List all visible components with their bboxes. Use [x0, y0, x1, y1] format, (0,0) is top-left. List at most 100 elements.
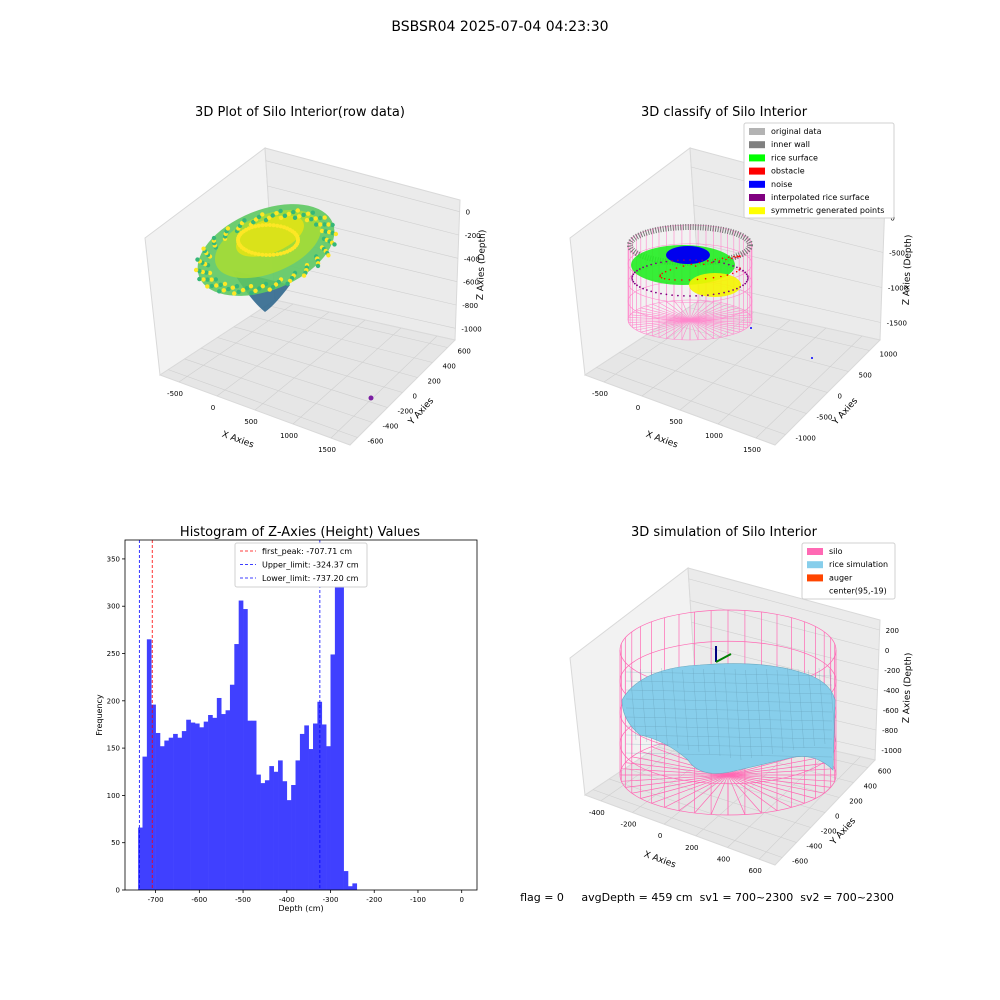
- histogram-bar: [304, 725, 309, 890]
- histogram-bar: [286, 800, 292, 890]
- classified-point: [739, 267, 741, 269]
- z-tick-label: 0: [885, 647, 889, 655]
- histogram-bar: [186, 719, 191, 890]
- z-tick-label: -800: [882, 727, 898, 735]
- classified-point: [745, 273, 748, 276]
- raw-point: [332, 242, 337, 247]
- raw-point: [263, 281, 269, 287]
- y-tick-label: 400: [864, 783, 877, 791]
- y-tick-label: 0: [835, 813, 839, 821]
- classified-point: [683, 295, 685, 297]
- legend-label: inner wall: [771, 140, 810, 149]
- legend-frame: [234, 542, 368, 588]
- y-tick-label: 400: [443, 363, 456, 371]
- raw-point: [249, 225, 254, 230]
- raw-point: [330, 222, 335, 228]
- panel-simulation-xlabel: X Axies: [642, 850, 677, 871]
- classified-point: [747, 277, 749, 279]
- classified-point: [638, 286, 641, 288]
- x-tick-label: -400: [589, 809, 605, 817]
- raw-point: [322, 222, 327, 227]
- classified-point: [660, 292, 662, 295]
- raw-point: [205, 277, 210, 282]
- histogram-ylabel: Frequency: [95, 694, 104, 736]
- grid-line: [184, 358, 373, 423]
- z-tick-label: -1000: [888, 285, 908, 293]
- classified-point: [712, 293, 715, 296]
- raw-point: [221, 288, 226, 293]
- classified-point: [738, 269, 740, 271]
- classified-point: [665, 293, 668, 296]
- histogram-bar: [155, 732, 161, 890]
- y-tick-label: 50: [111, 839, 120, 847]
- legend-swatch: [749, 194, 765, 201]
- mesh-line: [625, 743, 833, 749]
- raw-point: [260, 252, 265, 257]
- classified-point: [682, 265, 685, 267]
- y-tick-label: -200: [398, 408, 414, 416]
- mesh-line: [703, 668, 710, 755]
- z-tick-label: -400: [884, 687, 900, 695]
- classified-point: [720, 275, 722, 278]
- y-tick-label: 0: [413, 393, 417, 401]
- x-tick-label: -500: [592, 390, 608, 398]
- histogram-bar: [225, 710, 231, 890]
- raw-point: [201, 246, 206, 251]
- raw-point: [282, 225, 287, 230]
- auger-axis-y: [715, 653, 732, 663]
- classified-point: [739, 255, 741, 257]
- classified-point: [711, 261, 713, 264]
- classified-point: [742, 284, 744, 287]
- raw-point: [295, 208, 300, 213]
- raw-point: [267, 223, 272, 227]
- raw-outlier-point: [368, 395, 374, 401]
- classified-point: [690, 263, 693, 266]
- panel-classify-ticks: -500 0 500 1000 1500 1000 500 0 -500 -1000 0 -500 -1…: [592, 215, 908, 455]
- grid-line: [619, 352, 807, 414]
- grid-line: [642, 337, 828, 393]
- classified-point: [737, 255, 740, 258]
- raw-point: [205, 284, 210, 289]
- z-tick-label: -600: [463, 279, 479, 287]
- classified-point: [638, 268, 641, 270]
- classified-point: [727, 263, 730, 266]
- mesh-line: [625, 725, 833, 731]
- grid-line: [690, 600, 880, 651]
- y-tick-label: 0: [838, 393, 842, 401]
- noise-points: [666, 246, 710, 264]
- x-tick-label: -700: [148, 896, 164, 904]
- y-tick-label: 150: [107, 745, 120, 753]
- classified-point: [725, 258, 727, 261]
- figure-suptitle: BSBSR04 2025-07-04 04:23:30: [391, 19, 608, 35]
- panel-simulation-ticks: -400-20002004006006004002000-200-400-600…: [589, 627, 902, 875]
- raw-point: [249, 250, 254, 255]
- legend-swatch: [807, 574, 823, 582]
- classified-point: [631, 275, 634, 277]
- panel-raw-zlabel: Z Axies (Depth): [476, 230, 488, 301]
- raw-point: [285, 281, 290, 286]
- raw-point: [271, 252, 276, 257]
- mesh-line: [625, 707, 833, 713]
- mesh-line: [808, 669, 815, 747]
- raw-point: [327, 229, 332, 235]
- histogram-legend: first_peak: -707.71 cm Upper_limit: -324.…: [234, 542, 368, 588]
- histogram-bar: [256, 774, 261, 890]
- mesh-line: [661, 667, 668, 747]
- raw-point: [242, 218, 247, 223]
- raw-top-surface: [236, 215, 304, 257]
- raw-point: [285, 249, 290, 254]
- raw-point: [306, 211, 311, 216]
- x-tick-label: 500: [669, 418, 682, 426]
- classified-point: [642, 287, 644, 290]
- histogram-bar: [159, 746, 165, 890]
- histogram-bar: [216, 697, 222, 890]
- histogram-bar: [146, 639, 152, 890]
- histogram-bar: [251, 720, 257, 890]
- classified-point: [646, 265, 648, 267]
- histogram-bar: [142, 756, 148, 890]
- legend-swatch: [749, 141, 765, 149]
- grid-line: [665, 322, 849, 372]
- raw-point: [318, 222, 323, 227]
- raw-point: [256, 252, 261, 257]
- classified-point: [746, 275, 749, 277]
